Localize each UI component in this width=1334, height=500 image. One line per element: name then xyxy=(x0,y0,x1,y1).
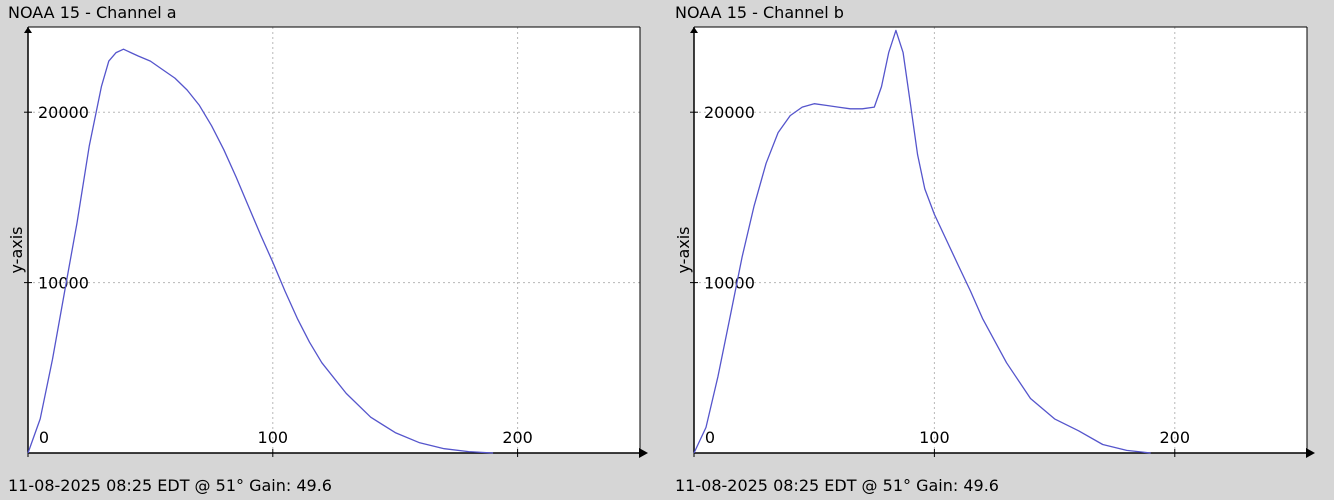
chart-footer: 11-08-2025 08:25 EDT @ 51° Gain: 49.6 xyxy=(8,476,332,495)
x-tick-label: 0 xyxy=(705,428,715,447)
y-axis-arrow xyxy=(690,27,698,33)
y-axis-label: y-axis xyxy=(674,226,693,273)
y-axis-label: y-axis xyxy=(7,226,26,273)
plot-area xyxy=(694,27,1307,453)
x-tick-label: 100 xyxy=(258,428,289,447)
x-tick-label: 100 xyxy=(919,428,950,447)
plot-area xyxy=(28,27,640,453)
series-line xyxy=(693,29,1151,454)
y-axis-arrow xyxy=(24,27,32,33)
chart-title: NOAA 15 - Channel b xyxy=(675,3,844,22)
chart-panel-a: NOAA 15 - Channel a 0 100 200 10000 20000 y-a… xyxy=(7,3,648,495)
chart-footer: 11-08-2025 08:25 EDT @ 51° Gain: 49.6 xyxy=(675,476,999,495)
series-line xyxy=(27,48,494,454)
x-axis-arrow xyxy=(639,448,648,458)
x-tick-label: 200 xyxy=(1160,428,1191,447)
chart-a-svg: 0 100 200 10000 20000 y-axis xyxy=(7,26,648,458)
y-tick-label: 10000 xyxy=(704,274,755,293)
x-axis-arrow xyxy=(1306,448,1315,458)
y-tick-label: 20000 xyxy=(38,103,89,122)
chart-panel-b: NOAA 15 - Channel b 0 100 200 10000 20000 y-a… xyxy=(667,0,1334,500)
y-tick-label: 10000 xyxy=(38,274,89,293)
x-tick-label: 200 xyxy=(502,428,533,447)
x-tick-label: 0 xyxy=(39,428,49,447)
chart-title: NOAA 15 - Channel a xyxy=(8,3,177,22)
chart-b-svg: 0 100 200 10000 20000 y-axis xyxy=(674,26,1315,458)
y-tick-label: 20000 xyxy=(704,103,755,122)
